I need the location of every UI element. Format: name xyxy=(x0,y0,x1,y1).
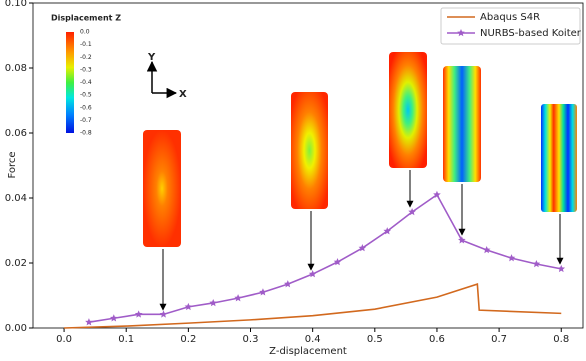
colorbar-tick-label: -0.3 xyxy=(80,66,92,73)
y-tick-label: 0.04 xyxy=(5,193,27,204)
point-marker xyxy=(458,236,466,244)
point-marker xyxy=(532,259,541,268)
colorbar-tick-label: -0.6 xyxy=(80,104,92,111)
cylinders xyxy=(143,52,577,311)
x-tick-label: 0.5 xyxy=(367,334,383,345)
point-marker xyxy=(109,314,118,322)
y-tick-label: 0.06 xyxy=(5,128,27,139)
colorbar-tick-label: -0.7 xyxy=(80,117,92,124)
x-tick-label: 0.7 xyxy=(491,334,507,345)
x-tick-label: 0.2 xyxy=(180,334,196,345)
legend-marker xyxy=(457,29,465,37)
point-marker xyxy=(433,190,441,198)
point-marker xyxy=(259,288,267,296)
legend xyxy=(440,7,581,45)
point-marker xyxy=(134,310,143,318)
colorbar-tick-label: -0.1 xyxy=(80,41,92,48)
point-marker xyxy=(159,310,168,318)
x-axis-label: Z-displacement xyxy=(269,346,347,357)
point-marker xyxy=(308,270,317,278)
series-line xyxy=(88,193,562,323)
x-tick-label: 0.8 xyxy=(553,334,569,345)
x-tick-label: 0.0 xyxy=(56,334,72,345)
point-marker xyxy=(383,227,392,235)
point-marker xyxy=(408,207,416,216)
y-tick-label: 0.08 xyxy=(5,63,27,74)
point-marker xyxy=(85,318,93,326)
y-tick-label: 0.02 xyxy=(5,258,27,269)
point-marker xyxy=(482,246,491,254)
point-marker xyxy=(507,254,516,262)
axis-icon-x: X xyxy=(179,89,187,100)
point-marker xyxy=(557,264,566,273)
point-marker xyxy=(234,294,242,302)
colorbar-tick-label: -0.4 xyxy=(80,79,92,86)
point-marker xyxy=(283,280,292,288)
colorbar-tick-label: 0.0 xyxy=(80,29,90,36)
colorbar-tick-label: -0.2 xyxy=(80,54,92,61)
colorbar-tick-label: -0.5 xyxy=(80,92,92,99)
point-marker xyxy=(209,298,218,307)
legend-label: NURBS-based Koiter xyxy=(480,28,582,39)
y-tick-label: 0.00 xyxy=(5,323,27,334)
colorbar xyxy=(66,32,74,133)
x-tick-label: 0.6 xyxy=(429,334,445,345)
series-line xyxy=(64,283,562,329)
y-tick-label: 0.10 xyxy=(5,0,27,9)
plot-frame xyxy=(32,2,584,329)
colorbar-tick-label: -0.8 xyxy=(80,130,92,137)
x-tick-label: 0.4 xyxy=(305,334,321,345)
axis-icon-y: Y xyxy=(147,52,156,63)
point-marker xyxy=(358,244,367,252)
y-axis-label: Force xyxy=(7,151,18,178)
colorbar-title: Displacement Z xyxy=(51,14,121,23)
axes-icon: Y X xyxy=(146,52,187,100)
point-marker xyxy=(184,302,193,311)
x-tick-label: 0.3 xyxy=(243,334,259,345)
legend-label: Abaqus S4R xyxy=(480,12,540,23)
x-tick-label: 0.1 xyxy=(118,334,134,345)
point-marker xyxy=(333,258,342,266)
